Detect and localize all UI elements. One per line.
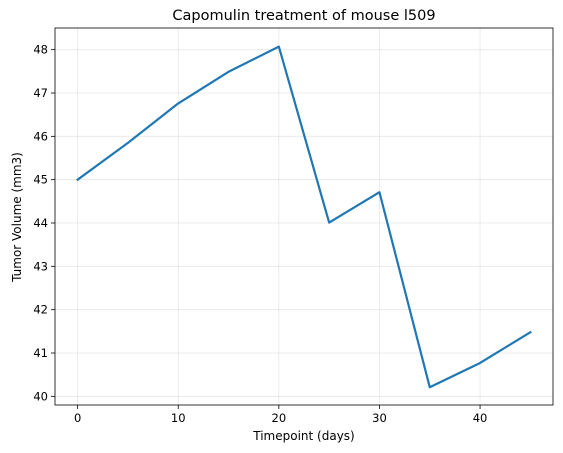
- y-tick-label: 48: [33, 43, 48, 57]
- x-axis-label: Timepoint (days): [252, 429, 354, 443]
- plot-frame: [54, 27, 554, 406]
- chart-title: Capomulin treatment of mouse l509: [172, 8, 435, 24]
- y-tick-label: 45: [33, 173, 48, 187]
- y-tick-label: 46: [33, 129, 48, 143]
- x-tick-label: 40: [473, 411, 488, 425]
- y-axis-label: Tumor Volume (mm3): [10, 152, 24, 283]
- x-tick-label: 0: [74, 411, 81, 425]
- y-tick-label: 44: [33, 216, 48, 230]
- y-tick-label: 42: [33, 303, 48, 317]
- axis-ticks: 0 10 20 30 40 40 41 42 43 44 45 46 47 48: [33, 43, 487, 425]
- y-tick-label: 47: [33, 86, 48, 100]
- data-series: [76, 45, 532, 389]
- x-tick-label: 20: [272, 411, 287, 425]
- y-tick-label: 41: [33, 346, 48, 360]
- grid-lines: [55, 28, 553, 405]
- y-tick-label: 40: [33, 389, 48, 403]
- series-line: [76, 45, 532, 389]
- x-tick-label: 10: [171, 411, 186, 425]
- y-tick-label: 43: [33, 259, 48, 273]
- x-tick-label: 30: [372, 411, 387, 425]
